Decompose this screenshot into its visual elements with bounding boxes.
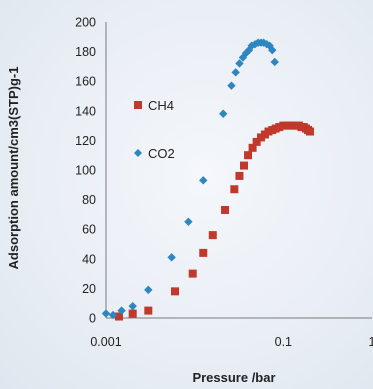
data-point-ch4 [188, 269, 197, 278]
data-point-ch4 [199, 248, 208, 257]
x-tick-label: 0.001 [90, 335, 121, 349]
y-tick-label: 160 [75, 75, 96, 89]
y-tick-label: 80 [82, 193, 96, 207]
legend-label-co2: CO2 [148, 146, 175, 161]
y-tick-label: 40 [82, 252, 96, 266]
data-point-ch4 [114, 312, 123, 321]
x-tick-labels: 0.001 0.1 1 [90, 335, 373, 349]
y-axis: 0 20 40 60 80 100 120 140 160 180 200 [75, 16, 107, 326]
legend-marker-ch4 [134, 101, 142, 109]
data-point-co2 [231, 68, 240, 77]
data-point-co2 [227, 81, 236, 90]
data-point-co2 [219, 109, 228, 118]
data-point-co2 [167, 253, 176, 262]
data-point-ch4 [252, 137, 261, 146]
y-axis-title: Adsorption amount/cm3(STP)g-1 [6, 67, 21, 270]
x-axis: 0.001 0.1 1 [90, 317, 373, 349]
x-axis-title: Pressure /bar [192, 370, 275, 385]
x-tick-label: 1 [369, 335, 373, 349]
y-tick-label: 20 [82, 282, 96, 296]
y-tick-label: 60 [82, 223, 96, 237]
y-tick-label: 120 [75, 134, 96, 148]
data-point-co2 [270, 57, 279, 67]
y-tick-label: 140 [75, 104, 96, 118]
data-points [101, 38, 315, 321]
y-tick-label: 0 [89, 312, 96, 326]
y-tick-label: 180 [75, 45, 96, 59]
y-tick-labels: 0 20 40 60 80 100 120 140 160 180 200 [75, 16, 96, 326]
y-tick-label: 100 [75, 164, 96, 178]
data-point-co2 [117, 306, 126, 315]
data-point-ch4 [306, 127, 315, 136]
data-point-ch4 [221, 205, 230, 214]
data-point-co2 [144, 285, 153, 295]
data-point-ch4 [248, 143, 257, 152]
data-point-co2 [184, 217, 193, 226]
data-point-co2 [268, 45, 277, 55]
data-point-ch4 [128, 309, 137, 318]
data-point-ch4 [170, 287, 179, 296]
data-point-ch4 [244, 151, 253, 160]
legend-marker-co2 [134, 149, 142, 157]
legend-label-ch4: CH4 [148, 98, 174, 113]
x-tick-label: 0.1 [275, 335, 292, 349]
legend: CH4 CO2 [134, 98, 175, 161]
data-point-ch4 [230, 185, 239, 194]
data-point-co2 [108, 310, 118, 320]
data-point-co2 [199, 176, 208, 185]
data-point-co2 [235, 59, 244, 68]
data-point-ch4 [208, 231, 217, 240]
data-point-ch4 [239, 161, 248, 170]
data-point-co2 [101, 309, 111, 318]
y-tick-label: 200 [75, 16, 96, 30]
data-point-ch4 [235, 171, 244, 180]
data-point-ch4 [275, 123, 284, 132]
data-point-co2 [128, 301, 137, 311]
data-point-ch4 [144, 306, 153, 315]
